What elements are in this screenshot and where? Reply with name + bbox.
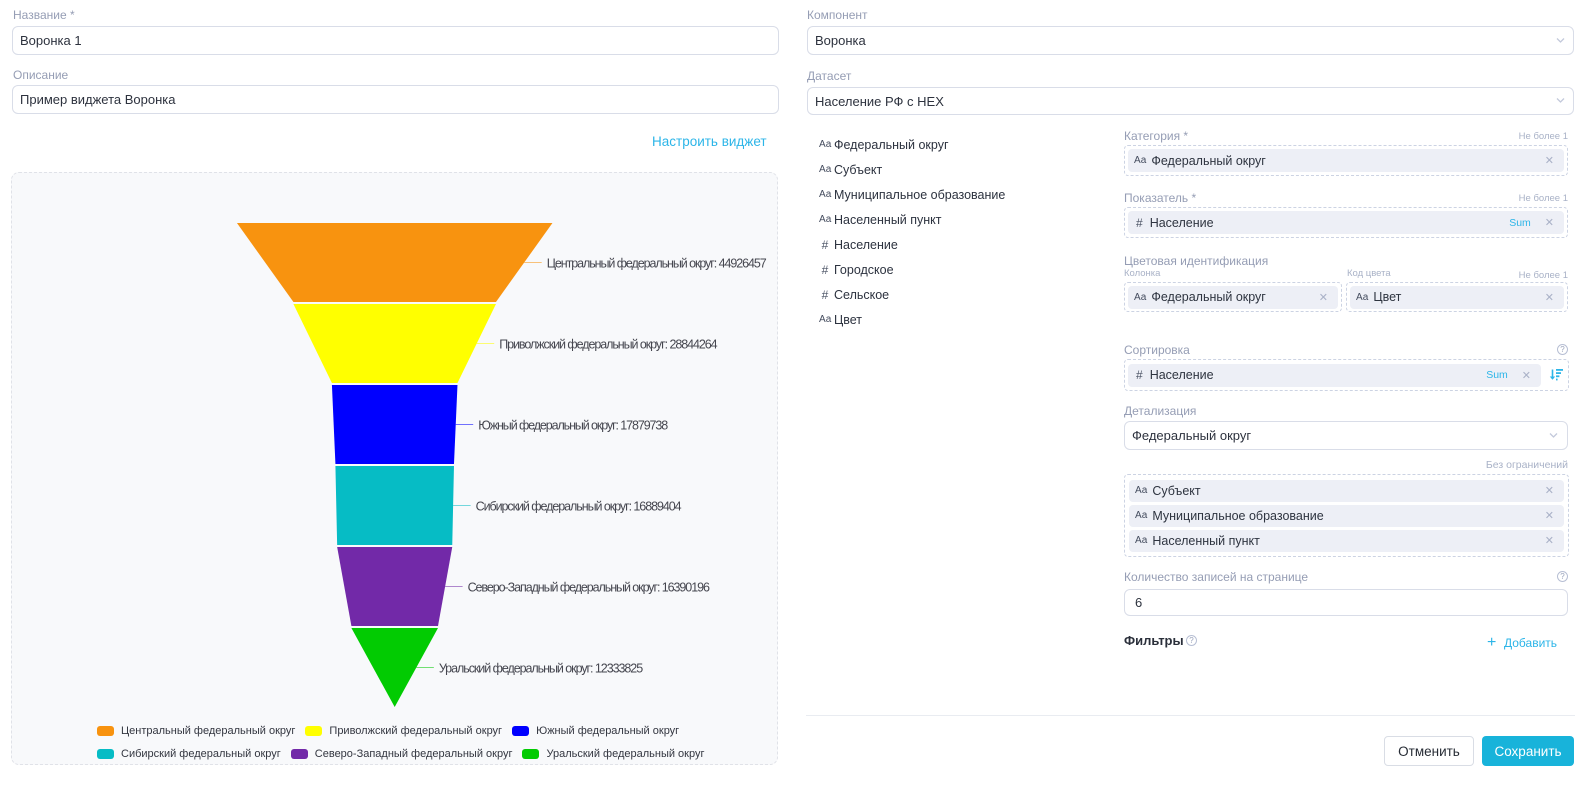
svg-text:Сибирский федеральный округ: 1: Сибирский федеральный округ: 16889404 xyxy=(476,500,682,514)
svg-text:Северо-Западный федеральный ок: Северо-Западный федеральный округ: 16390… xyxy=(468,581,710,595)
svg-text:Уральский федеральный округ: 1: Уральский федеральный округ: 12333825 xyxy=(439,662,643,676)
svg-text:Приволжский федеральный округ:: Приволжский федеральный округ: 28844264 xyxy=(499,338,717,352)
svg-text:Южный федеральный округ: 17879: Южный федеральный округ: 17879738 xyxy=(478,419,668,433)
svg-text:Центральный федеральный округ:: Центральный федеральный округ: 44926457 xyxy=(547,257,767,271)
